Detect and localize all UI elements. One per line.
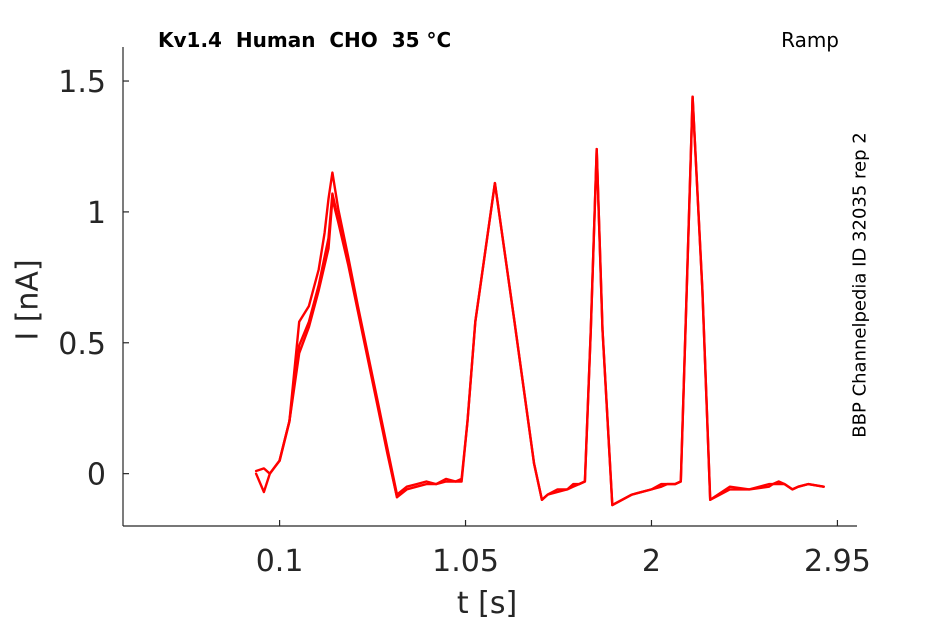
x-axis-label: t [s] (456, 586, 518, 621)
x-tick-label: 2 (642, 544, 661, 579)
x-tick-label: 1.05 (432, 544, 499, 579)
y-tick-label: 0 (87, 458, 106, 493)
x-tick-label: 2.95 (804, 544, 871, 579)
y-tick-label: 0.5 (58, 327, 106, 362)
axes (122, 47, 857, 527)
trace-line-3 (278, 197, 399, 499)
y-tick-label: 1.5 (58, 65, 106, 100)
y-axis-label: I [nA] (10, 259, 46, 341)
protocol-label: Ramp (781, 28, 839, 52)
x-tick-label: 0.1 (256, 544, 304, 579)
trace-line-2 (254, 95, 825, 507)
y-tick-label: 1 (87, 196, 106, 231)
ticks: 0.1 1.05 2 2.95 0 0.5 1 1.5 (58, 65, 871, 579)
data-lines (254, 95, 825, 507)
chart-title: Kv1.4 Human CHO 35 °C (158, 28, 452, 52)
source-id-label: BBP Channelpedia ID 32035 rep 2 (849, 132, 871, 438)
trace-line-1 (254, 95, 825, 507)
